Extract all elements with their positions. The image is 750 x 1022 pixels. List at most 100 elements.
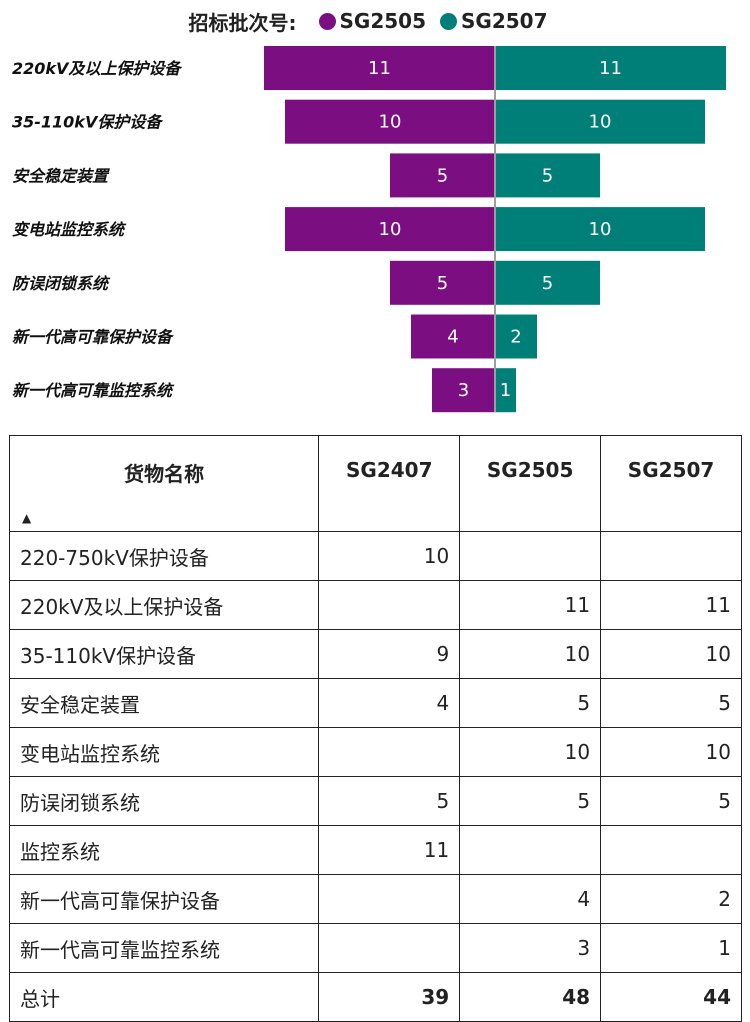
- data-label-sg2507: 11: [599, 58, 622, 79]
- cell-value: 5: [459, 776, 602, 826]
- column-header-sg2407[interactable]: SG2407: [318, 435, 461, 532]
- cell-name: 220-750kV保护设备: [8, 531, 320, 581]
- cell-value: [318, 580, 461, 630]
- table-row: 监控系统 11: [8, 825, 742, 875]
- cell-value: 5: [600, 678, 742, 728]
- table-row: 安全稳定装置 4 5 5: [8, 678, 742, 728]
- data-label-sg2507: 10: [589, 219, 612, 240]
- data-table: 货物名称 ▲ SG2407 SG2505 SG2507 220-750kV保护设…: [8, 435, 742, 1022]
- table-row: 220-750kV保护设备 10: [8, 531, 742, 581]
- cell-value: 11: [318, 825, 461, 875]
- cell-value: 4: [318, 678, 461, 728]
- legend-item-sg2505[interactable]: SG2505: [318, 9, 426, 33]
- cell-value: [459, 531, 602, 581]
- cell-value: 5: [600, 776, 742, 826]
- legend-dot-sg2505: [318, 12, 336, 30]
- column-header-sg2505[interactable]: SG2505: [459, 435, 602, 532]
- bar-sg2505[interactable]: [390, 260, 495, 305]
- bar-sg2505[interactable]: [390, 153, 495, 198]
- cell-value: 10: [459, 727, 602, 777]
- data-label-sg2507: 5: [542, 165, 553, 186]
- legend-dot-sg2507: [440, 12, 457, 30]
- data-label-sg2505: 3: [458, 380, 469, 401]
- category-label: 防误闭锁系统: [12, 274, 111, 293]
- total-value: 39: [318, 972, 461, 1022]
- column-header-name-label: 货物名称: [124, 462, 205, 486]
- bar-sg2507[interactable]: [495, 46, 726, 90]
- bar-sg2507[interactable]: [495, 314, 537, 359]
- bar-sg2505[interactable]: [285, 99, 495, 144]
- data-label-sg2505: 5: [437, 165, 448, 186]
- bar-sg2505[interactable]: [411, 314, 495, 359]
- data-label-sg2505: 10: [379, 219, 402, 240]
- cell-name: 220kV及以上保护设备: [8, 580, 320, 630]
- diverging-bar-chart: 220kV及以上保护设备 11 11 35-110kV保护设备 10 10 安全稳定装置 5 5…: [12, 46, 726, 413]
- chart-legend: 招标批次号: SG2505 SG2507: [0, 4, 750, 38]
- legend-label-sg2505: SG2505: [339, 9, 426, 33]
- cell-name: 35-110kV保护设备: [8, 629, 320, 679]
- cell-value: 11: [600, 580, 742, 630]
- data-label-sg2505: 5: [437, 273, 448, 294]
- category-label: 安全稳定装置: [12, 166, 110, 185]
- cell-value: 10: [600, 629, 742, 679]
- table-row: 220kV及以上保护设备 11 11: [8, 580, 742, 630]
- cell-value: 3: [459, 923, 602, 973]
- bar-sg2505[interactable]: [285, 207, 495, 252]
- cell-value: 2: [600, 874, 742, 924]
- legend-title: 招标批次号:: [188, 10, 297, 35]
- cell-name: 安全稳定装置: [8, 678, 320, 728]
- cell-value: 11: [459, 580, 602, 630]
- cell-value: 10: [600, 727, 742, 777]
- cell-value: 10: [459, 629, 602, 679]
- cell-name: 监控系统: [8, 825, 320, 875]
- data-label-sg2507: 5: [542, 273, 553, 294]
- column-header-name[interactable]: 货物名称 ▲: [8, 435, 320, 532]
- total-label: 总计: [8, 972, 320, 1022]
- table-row: 防误闭锁系统 5 5 5: [8, 776, 742, 826]
- cell-value: [318, 923, 461, 973]
- category-label: 变电站监控系统: [12, 220, 127, 239]
- cell-value: 9: [318, 629, 461, 679]
- cell-value: [318, 727, 461, 777]
- cell-name: 变电站监控系统: [8, 727, 320, 777]
- total-value: 44: [600, 972, 742, 1022]
- category-label: 35-110kV保护设备: [12, 113, 164, 132]
- cell-name: 新一代高可靠监控系统: [8, 923, 320, 973]
- legend-label-sg2507: SG2507: [461, 9, 548, 33]
- total-value: 48: [459, 972, 602, 1022]
- data-label-sg2505: 10: [379, 112, 402, 133]
- bar-sg2507[interactable]: [495, 207, 705, 252]
- table-row: 变电站监控系统 10 10: [8, 727, 742, 777]
- cell-value: [600, 825, 742, 875]
- table-header-row: 货物名称 ▲ SG2407 SG2505 SG2507: [8, 435, 742, 532]
- bar-sg2507[interactable]: [495, 368, 516, 413]
- cell-name: 新一代高可靠保护设备: [8, 874, 320, 924]
- sort-ascending-icon[interactable]: ▲: [22, 511, 32, 525]
- category-label: 新一代高可靠监控系统: [12, 381, 175, 400]
- cell-name: 防误闭锁系统: [8, 776, 320, 826]
- cell-value: 5: [459, 678, 602, 728]
- bar-sg2507[interactable]: [495, 153, 600, 198]
- cell-value: 10: [318, 531, 461, 581]
- legend-item-sg2507[interactable]: SG2507: [440, 9, 547, 33]
- cell-value: 5: [318, 776, 461, 826]
- cell-value: [318, 874, 461, 924]
- cell-value: [459, 825, 602, 875]
- bar-sg2507[interactable]: [495, 260, 600, 305]
- table-total-row: 总计 39 48 44: [8, 972, 742, 1022]
- category-label: 新一代高可靠保护设备: [12, 328, 175, 347]
- data-label-sg2507: 1: [500, 380, 511, 401]
- table-row: 35-110kV保护设备 9 10 10: [8, 629, 742, 679]
- data-label-sg2507: 10: [589, 112, 612, 133]
- category-label: 220kV及以上保护设备: [12, 59, 183, 78]
- bar-sg2505[interactable]: [264, 46, 495, 90]
- bar-sg2507[interactable]: [495, 99, 705, 144]
- table-row: 新一代高可靠保护设备 4 2: [8, 874, 742, 924]
- cell-value: 4: [459, 874, 602, 924]
- table-row: 新一代高可靠监控系统 3 1: [8, 923, 742, 973]
- bar-sg2505[interactable]: [432, 368, 495, 413]
- cell-value: [600, 531, 742, 581]
- data-label-sg2505: 11: [368, 58, 391, 79]
- column-header-sg2507[interactable]: SG2507: [600, 435, 742, 532]
- data-label-sg2505: 4: [447, 327, 458, 348]
